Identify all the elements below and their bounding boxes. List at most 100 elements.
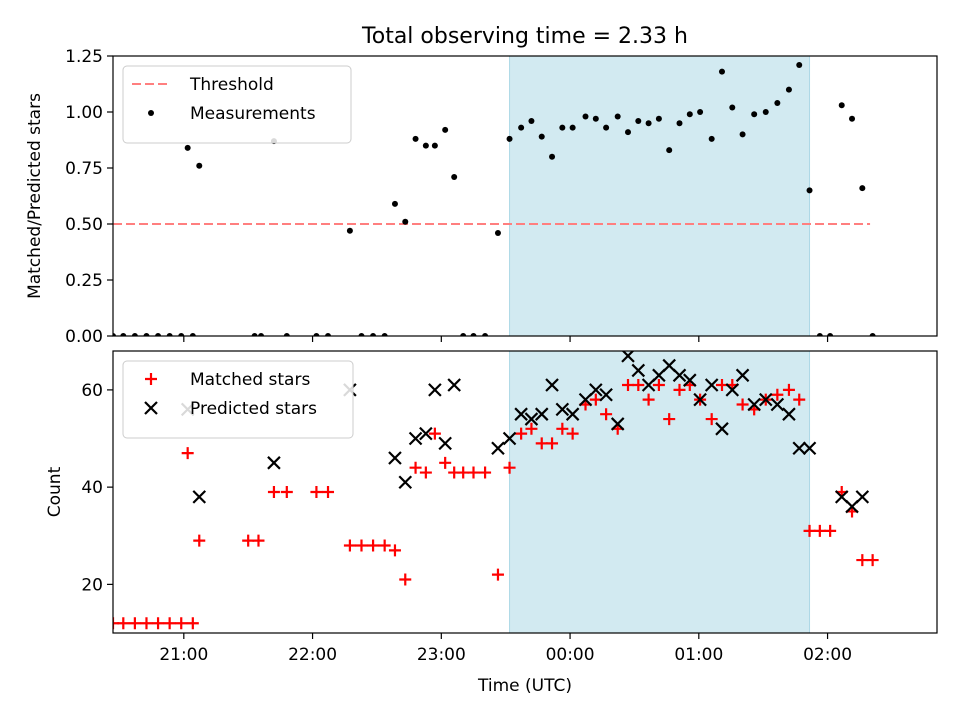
measurement-point — [283, 333, 290, 336]
measurement-point — [676, 120, 683, 127]
measurement-point — [460, 333, 467, 336]
axes-frame — [112, 350, 938, 634]
measurement-point — [325, 333, 332, 336]
matched-star-point — [343, 539, 356, 552]
predicted-star-point — [428, 383, 442, 397]
measurement-point — [166, 333, 173, 336]
axes-frame — [112, 55, 938, 337]
observing-window-span — [509, 350, 811, 634]
measurement-point — [816, 333, 823, 336]
measurement-point — [506, 135, 513, 142]
predicted-star-point — [792, 441, 807, 456]
measurement-point — [120, 333, 127, 336]
measurement-point — [113, 333, 116, 336]
measurement-point — [592, 115, 599, 122]
predicted-star-point — [662, 358, 676, 373]
measurement-point — [494, 229, 501, 236]
matched-star-point — [566, 427, 579, 440]
measurement-point — [391, 200, 398, 207]
matched-star-point — [140, 617, 153, 630]
predicted-star-point — [534, 407, 549, 421]
predicted-star-point — [770, 397, 785, 412]
measurement-point — [313, 333, 320, 336]
ratio-panel: 0.00 0.25 0.50 0.75 1.00 1.25 Matched/Predicte… — [25, 47, 938, 347]
predicted-star-point — [704, 378, 719, 392]
legend-predicted-handle — [144, 401, 158, 415]
matched-star-point — [419, 466, 432, 479]
matched-star-point — [705, 413, 718, 426]
y-tick-label: 60 — [81, 381, 103, 401]
matched-star-point — [525, 422, 538, 435]
measurement-point — [258, 333, 265, 336]
matched-star-point — [736, 398, 749, 411]
matched-star-point — [652, 379, 665, 392]
measurement-point — [549, 153, 556, 160]
predicted-star-point — [782, 407, 796, 421]
x-tick-label: 23:00 — [417, 645, 466, 665]
measurement-point — [869, 333, 876, 336]
matched-star-point — [866, 554, 879, 567]
matched-star-point — [600, 408, 613, 421]
measurement-point — [645, 120, 652, 127]
predicted-star-point — [631, 363, 646, 378]
predicted-star-point — [388, 451, 402, 465]
matched-star-point — [503, 461, 516, 474]
measurement-point — [666, 147, 673, 154]
predicted-star-point — [267, 456, 281, 470]
measurement-point — [346, 227, 353, 234]
measurement-point — [155, 333, 162, 336]
matched-star-point — [181, 447, 194, 460]
matched-star-point — [367, 539, 380, 552]
measurement-point — [635, 117, 642, 124]
count-panel: 20 40 60 21:00 22:00 23:00 00:00 01:00 02:00 Coun… — [45, 350, 938, 665]
legend-measurement-handle — [148, 110, 154, 116]
predicted-star-point — [758, 392, 773, 407]
measurement-point — [402, 218, 409, 225]
measurement-point — [569, 124, 576, 131]
y-tick-label: 0.50 — [65, 215, 103, 235]
measurement-point — [827, 333, 834, 336]
matched-star-point — [782, 383, 795, 396]
measurement-point — [655, 115, 662, 122]
predicted-star-point — [398, 475, 413, 490]
matched-star-point — [252, 534, 265, 547]
predicted-star-point — [855, 490, 870, 504]
matched-star-point — [193, 534, 206, 547]
matched-star-point — [388, 544, 401, 557]
measurement-point — [614, 113, 621, 120]
x-tick-label: 21:00 — [159, 645, 208, 665]
observing-window-span — [509, 55, 811, 337]
matched-star-point — [163, 617, 176, 630]
measurement-point — [603, 124, 610, 131]
predicted-star-point — [545, 378, 559, 392]
predicted-star-point — [610, 417, 625, 431]
matched-star-point — [856, 554, 869, 567]
measurement-point — [528, 117, 535, 124]
measurement-point — [806, 187, 813, 194]
matched-star-point — [457, 466, 470, 479]
legend-label: Predicted stars — [190, 399, 317, 419]
measurement-point — [538, 133, 545, 140]
measurement-point — [739, 131, 746, 138]
measurement-point — [470, 333, 477, 336]
matched-star-point — [824, 524, 837, 537]
predicted-star-point — [621, 351, 635, 363]
measurement-point — [358, 333, 365, 336]
matched-star-point — [813, 524, 826, 537]
matched-star-point — [267, 486, 280, 498]
matched-star-point — [556, 422, 569, 435]
matched-star-point — [310, 486, 323, 498]
x-axis-label: Time (UTC) — [477, 676, 572, 696]
predicted-star-point — [652, 368, 666, 383]
matched-star-point — [152, 617, 165, 630]
measurement-point — [697, 109, 704, 115]
matched-star-point — [186, 617, 199, 630]
measurement-point — [178, 333, 185, 336]
matched-star-point — [535, 437, 548, 450]
predicted-star-point — [514, 407, 528, 421]
predicted-star-point — [565, 407, 580, 421]
measurement-point — [431, 142, 438, 149]
measurement-point — [559, 124, 566, 131]
